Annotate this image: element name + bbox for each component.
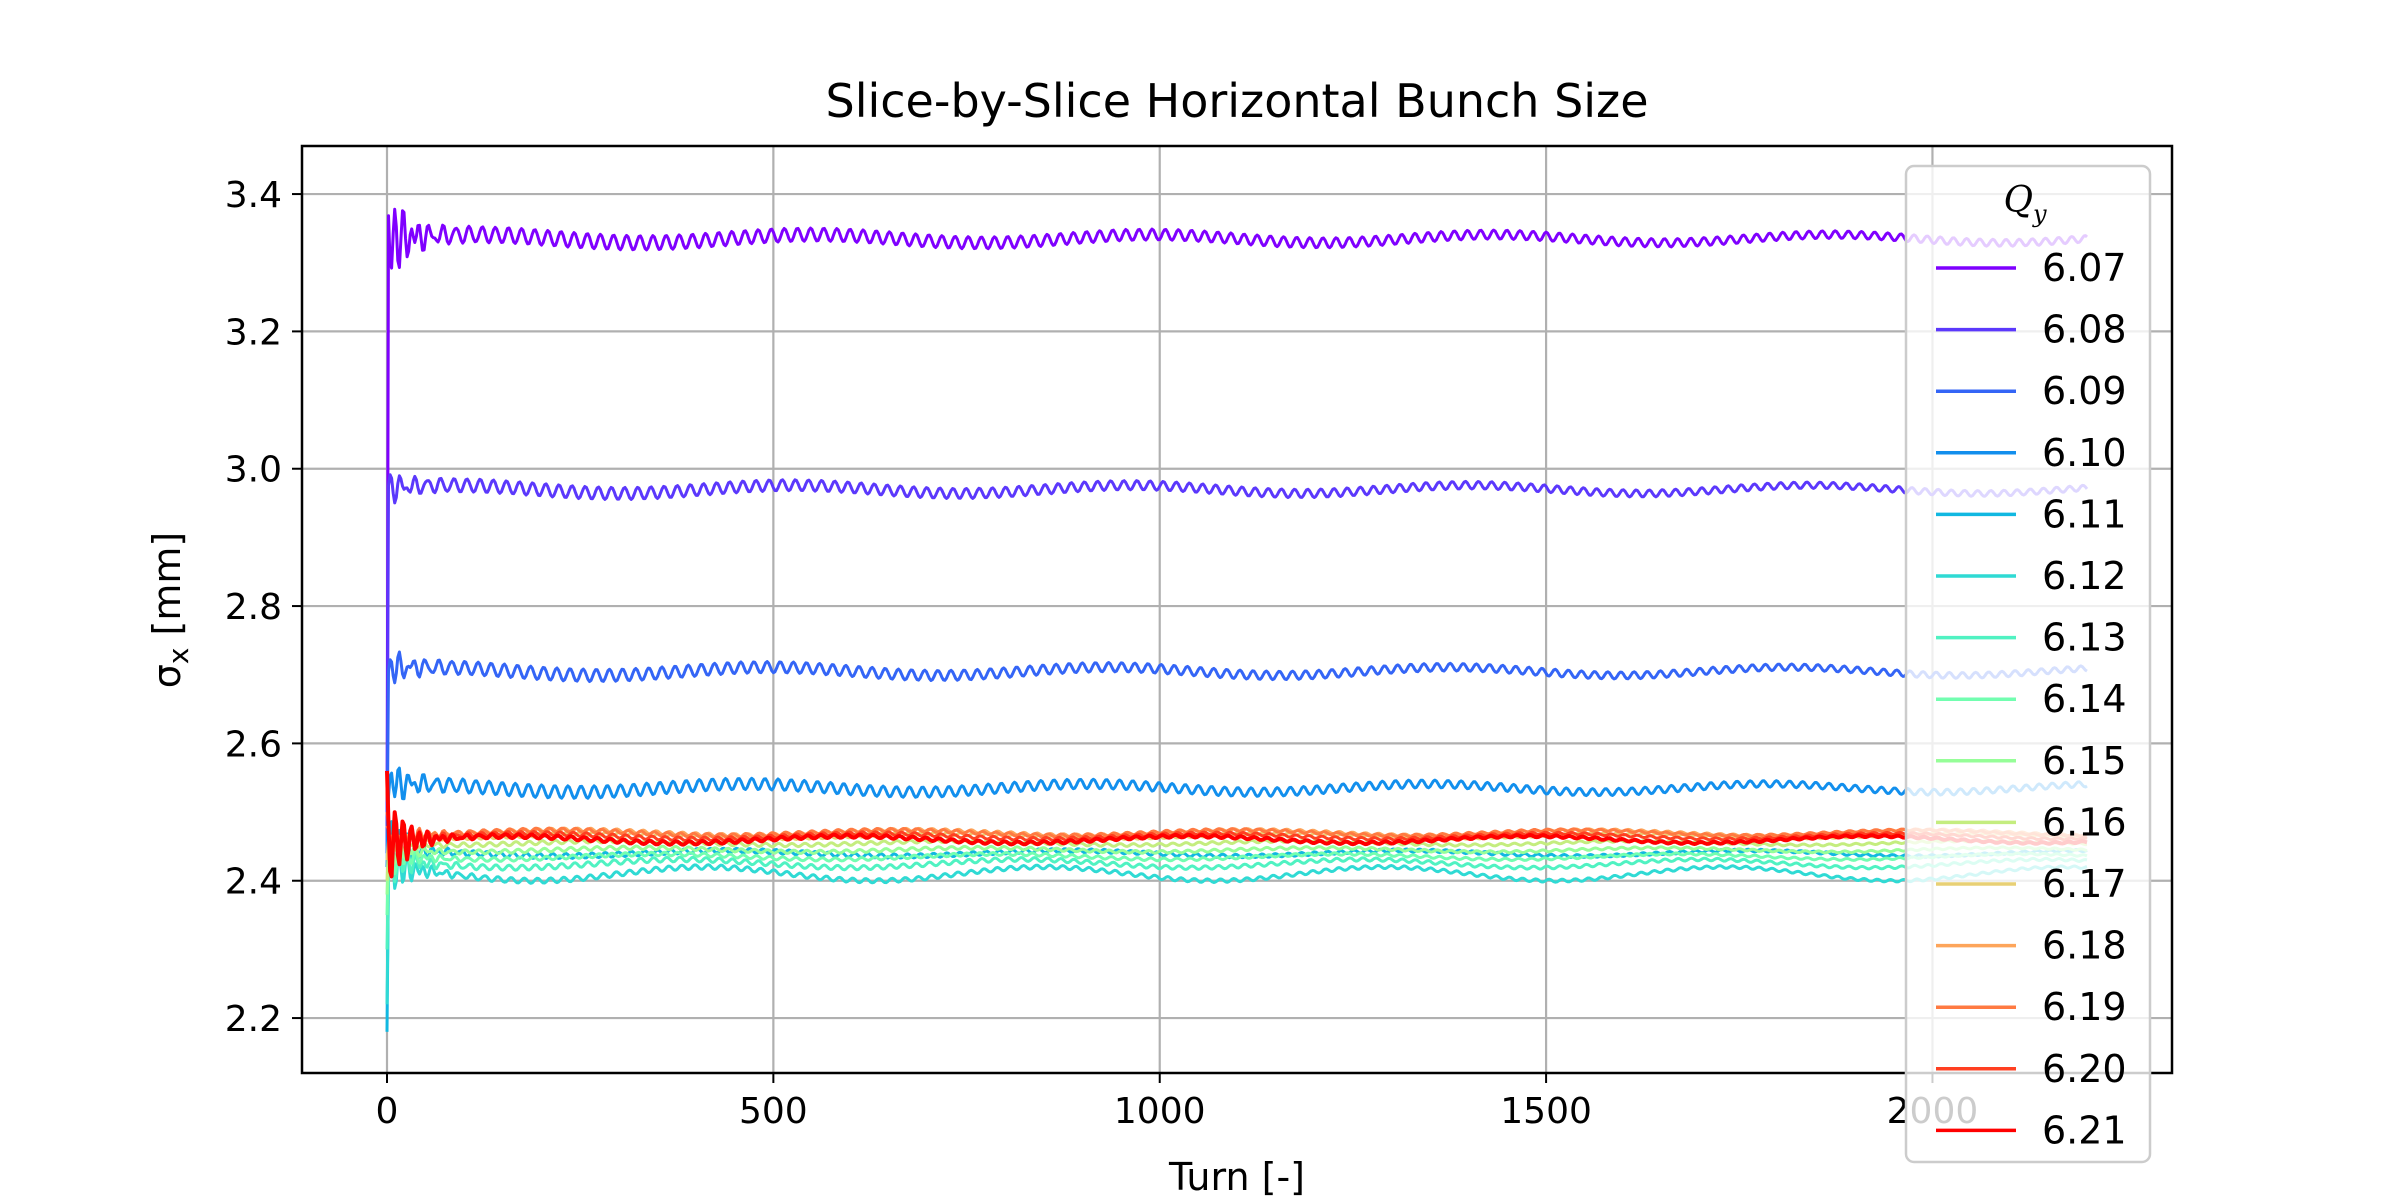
- legend-label: 6.20: [2042, 1047, 2127, 1091]
- series-line-6-13: [385, 835, 2088, 950]
- legend-title: Qy: [2003, 180, 2047, 228]
- series-line-6-14: [385, 837, 2088, 916]
- legend-label: 6.19: [2042, 985, 2127, 1029]
- legend-title-subscript: y: [2032, 200, 2047, 228]
- series-line-6-19: [385, 811, 2088, 855]
- legend-items: 6.07 6.08 6.09 6.10 6.11 6.12 6.13 6.14 6.15 6.16…: [1936, 246, 2127, 1152]
- legend-label: 6.17: [2042, 862, 2127, 906]
- y-axis-label-subscript: x: [162, 648, 195, 665]
- y-tick-label: 2.6: [225, 724, 282, 765]
- x-tick-label: 0: [376, 1091, 399, 1132]
- y-axis-label-symbol: σ: [145, 664, 189, 688]
- y-tick-label: 3.0: [225, 450, 282, 491]
- y-tick-label: 2.4: [225, 862, 282, 903]
- chart-title: Slice-by-Slice Horizontal Bunch Size: [826, 74, 1649, 128]
- legend-label: 6.12: [2042, 554, 2127, 598]
- x-tick-label: 500: [739, 1091, 808, 1132]
- legend-label: 6.14: [2042, 677, 2127, 721]
- legend: Qy 6.076.086.096.106.116.126.136.146.156…: [1904, 164, 2152, 1164]
- legend-label: 6.10: [2042, 431, 2127, 475]
- series-line-6-08: [385, 473, 2089, 847]
- x-tick-label: 1500: [1500, 1091, 1592, 1132]
- y-tick-label: 2.8: [225, 587, 282, 628]
- series-lines: [385, 207, 2089, 1032]
- grid-lines: [302, 146, 2172, 1073]
- legend-label: 6.11: [2042, 492, 2127, 536]
- series-line-6-07: [385, 207, 2089, 847]
- y-axis-ticks: 2.2 2.4 2.6 2.8 3.0 3.2 3.4: [225, 175, 302, 1040]
- y-tick-label: 3.4: [225, 175, 282, 216]
- legend-title-symbol: Q: [2003, 180, 2033, 221]
- series-line-6-15: [385, 837, 2088, 895]
- y-axis-label: σx [mm]: [145, 532, 195, 688]
- y-tick-label: 2.2: [225, 999, 282, 1040]
- legend-label: 6.21: [2042, 1108, 2127, 1152]
- legend-label: 6.15: [2042, 739, 2127, 783]
- legend-label: 6.07: [2042, 246, 2127, 290]
- x-tick-label: 1000: [1114, 1091, 1206, 1132]
- legend-label: 6.16: [2042, 800, 2127, 844]
- series-line-6-09: [385, 650, 2088, 854]
- series-line-6-10: [385, 766, 2088, 868]
- x-axis-ticks: 0500100015002000: [376, 1073, 1978, 1132]
- legend-box: [1904, 164, 2152, 1164]
- series-line-6-21: [385, 770, 2088, 879]
- legend-label: 6.18: [2042, 924, 2127, 968]
- series-line-6-16: [385, 836, 2087, 881]
- legend-label: 6.09: [2042, 369, 2127, 413]
- series-line-6-12: [385, 840, 2088, 1005]
- x-axis-label: Turn [-]: [1168, 1155, 1305, 1199]
- plot-frame: [300, 144, 2174, 1075]
- legend-label: 6.08: [2042, 308, 2127, 352]
- legend-label: 6.13: [2042, 616, 2127, 660]
- y-tick-label: 3.2: [225, 312, 282, 353]
- y-axis-label-unit: [mm]: [145, 532, 189, 648]
